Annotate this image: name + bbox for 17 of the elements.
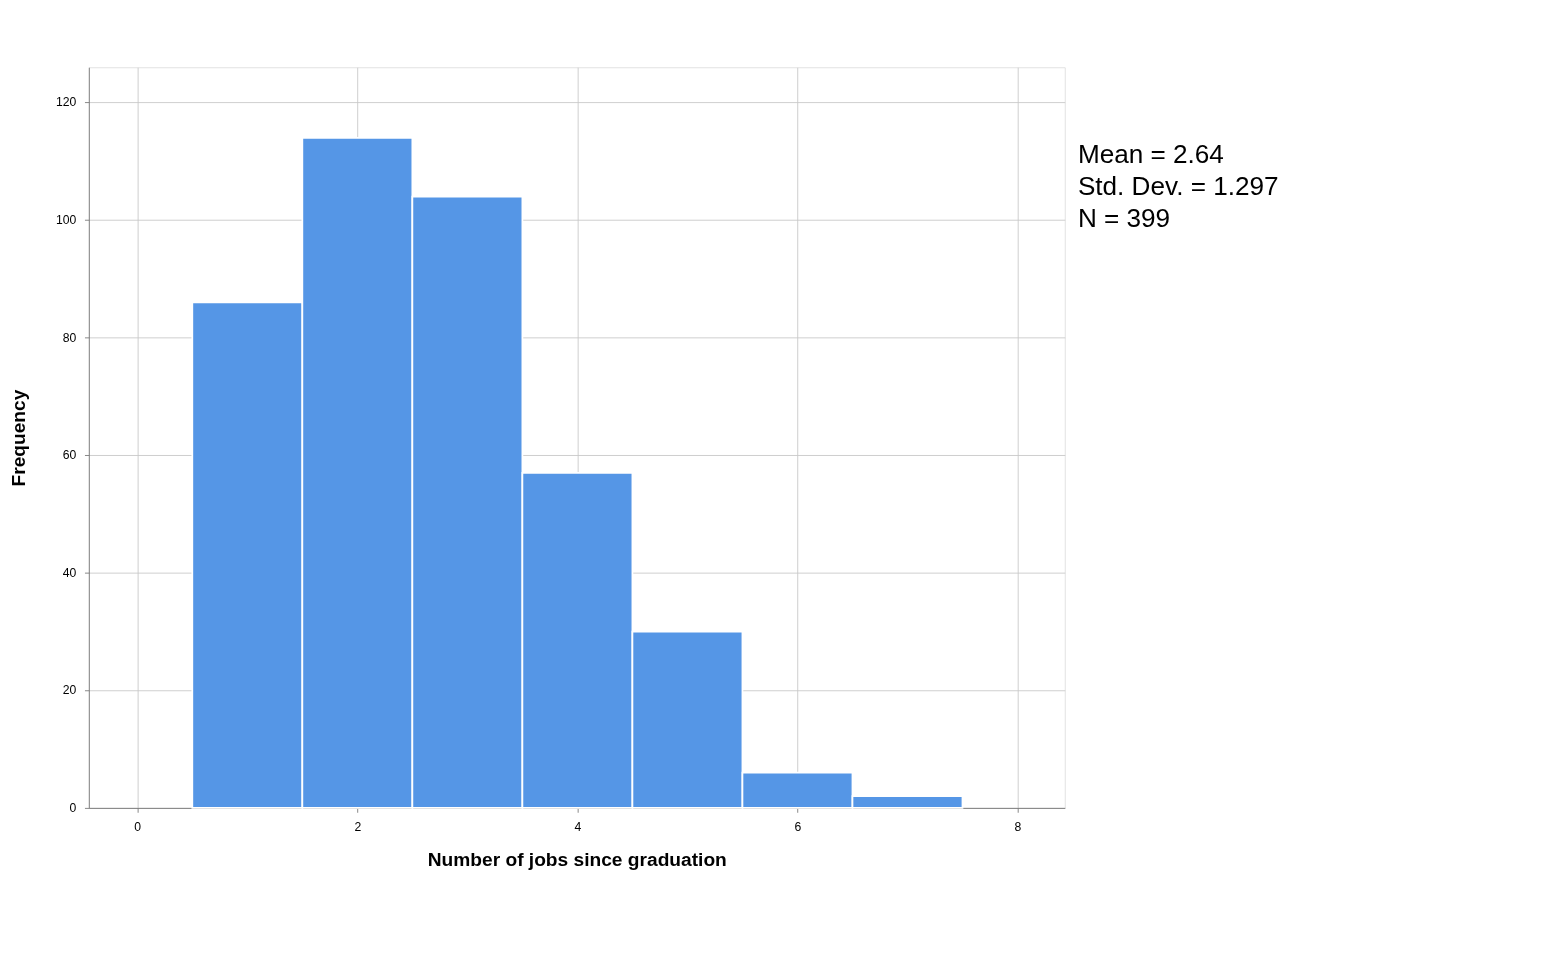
y-tick-label: 40 <box>62 565 77 580</box>
y-tick-label: 0 <box>69 800 77 815</box>
x-tick-label: 2 <box>354 820 362 835</box>
text: N = 399 <box>1077 203 1171 234</box>
x-axis-title: Number of jobs since graduation <box>427 848 727 870</box>
text: Mean = 2.64 <box>1077 138 1224 169</box>
y-tick-label: 120 <box>55 95 77 110</box>
y-tick-label: 100 <box>55 213 77 228</box>
y-tick-label: 20 <box>62 683 77 698</box>
x-tick-label: 6 <box>794 820 802 835</box>
text: Std. Dev. = 1.297 <box>1077 170 1279 201</box>
y-tick-label: 80 <box>62 330 77 345</box>
y-axis-title: Frequency <box>8 389 30 487</box>
x-tick-label: 4 <box>574 820 582 835</box>
x-tick-label: 0 <box>134 820 142 835</box>
x-tick-label: 8 <box>1014 820 1022 835</box>
y-tick-label: 60 <box>62 448 77 463</box>
